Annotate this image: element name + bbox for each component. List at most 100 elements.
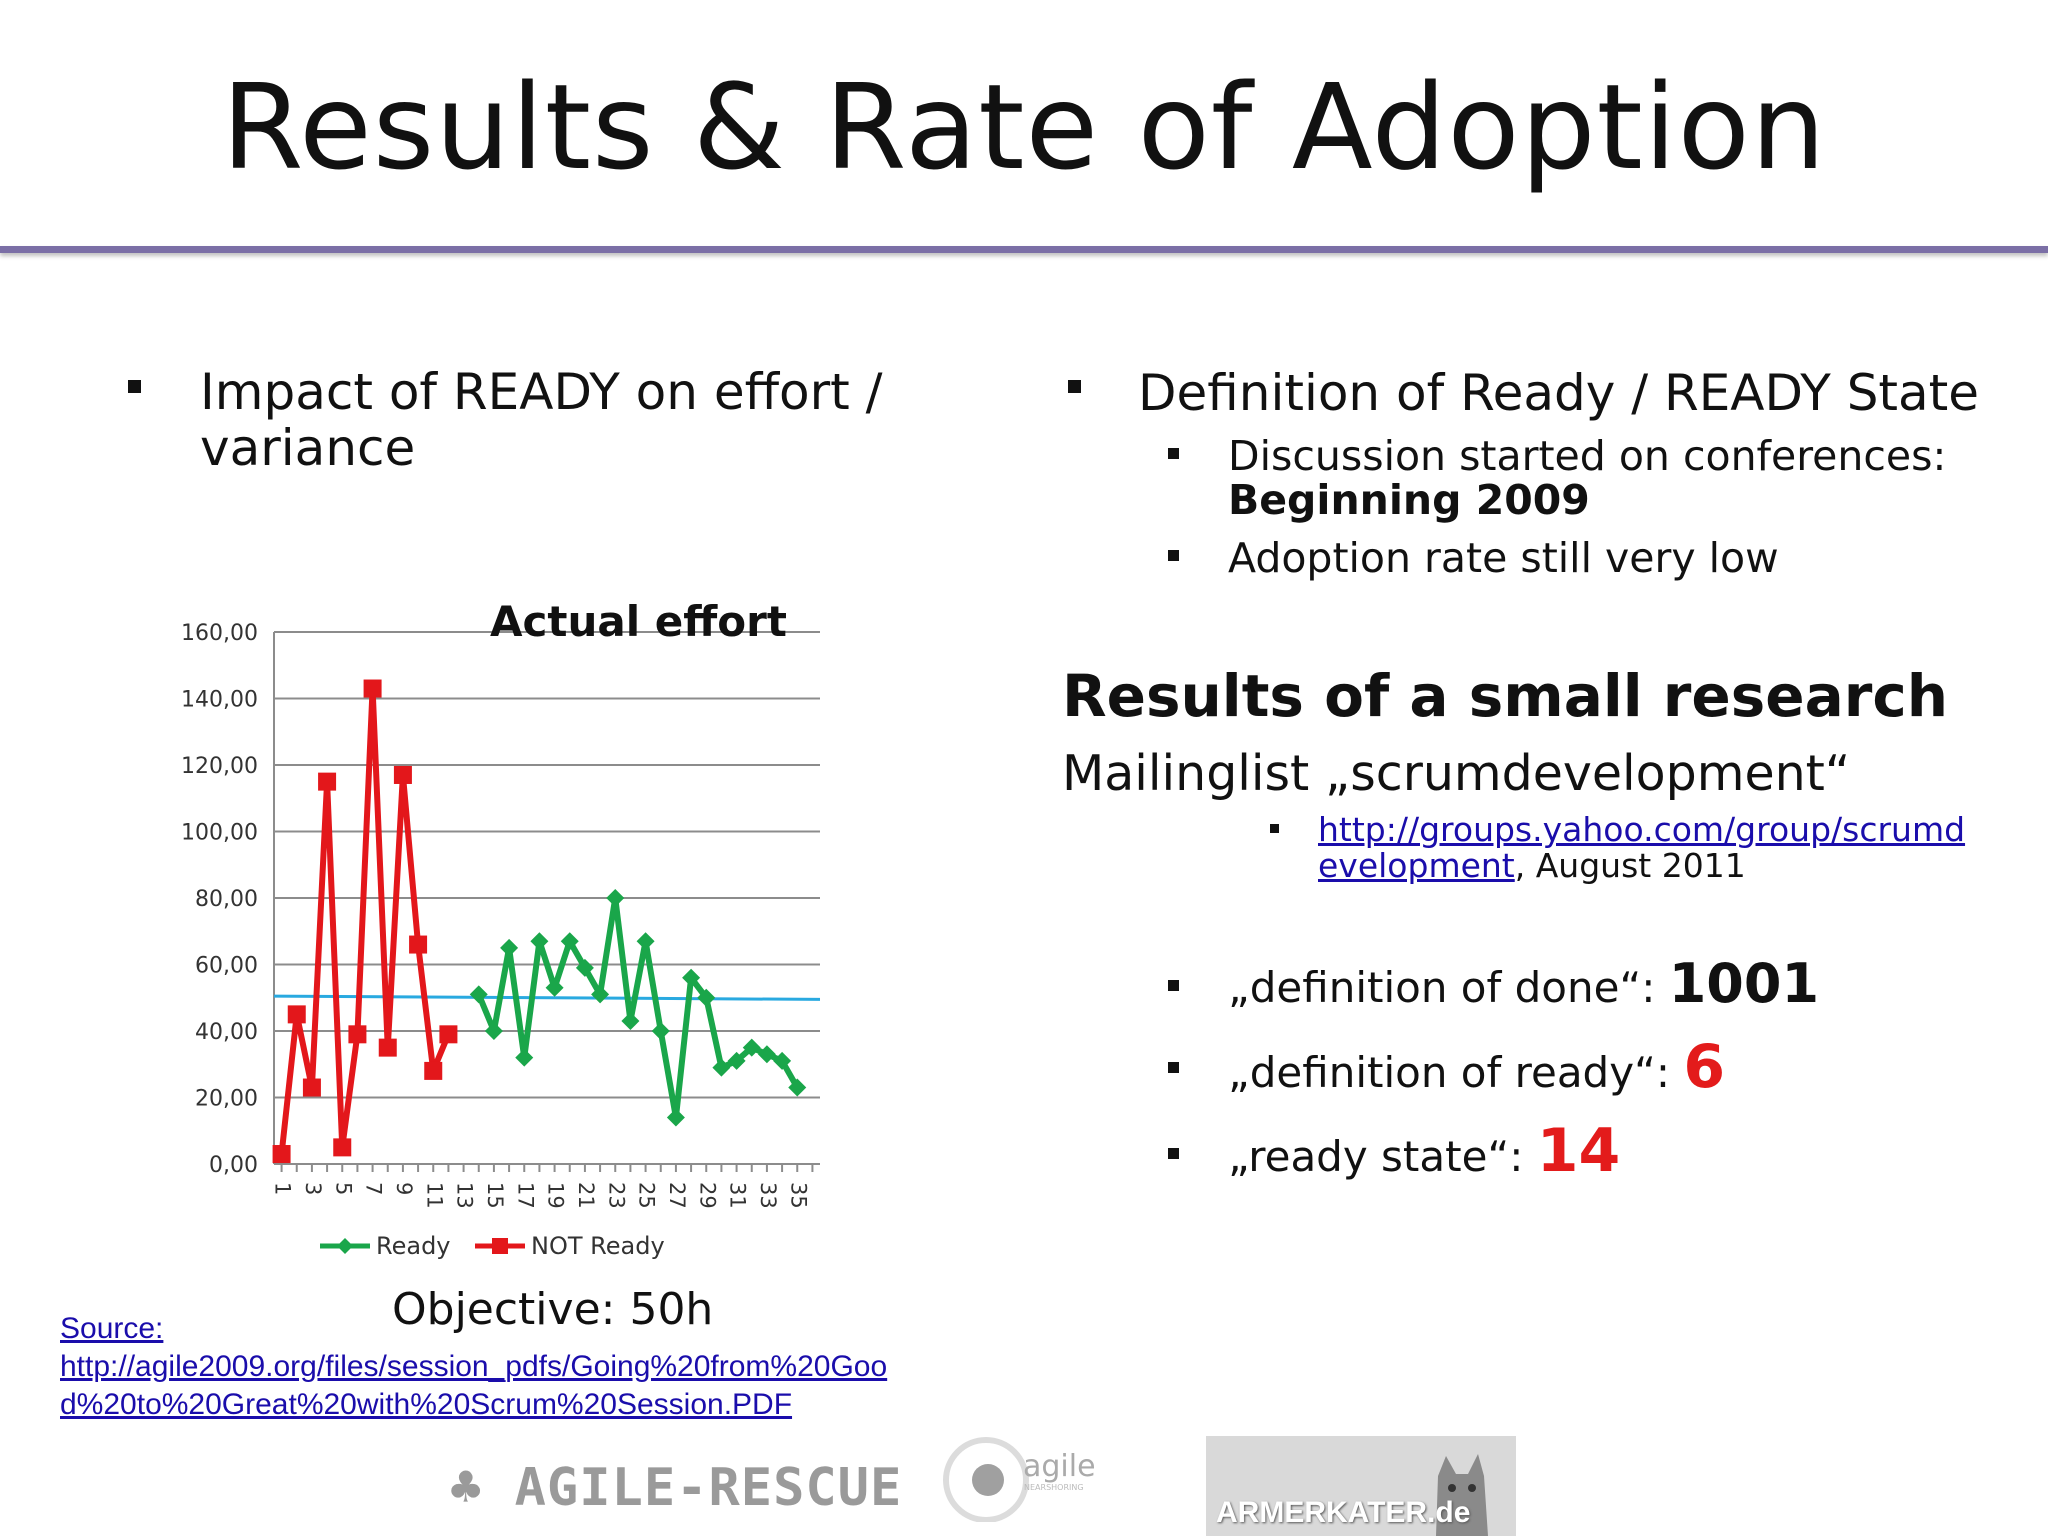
x-tick-label: 5 [331,1182,355,1195]
y-tick-label: 20,00 [195,1087,258,1112]
series-line [278,685,452,1155]
data-point [591,985,610,1004]
data-point [757,1045,776,1064]
research-subtitle: Mailinglist „scrumdevelopment“ [1062,745,1851,802]
x-tick-label: 33 [756,1182,780,1209]
x-tick-label: 21 [574,1182,598,1209]
source-url-line2[interactable]: d%20to%20Great%20with%20Scrum%20Session.… [60,1388,793,1421]
stat-label: „ready state“: [1228,1132,1537,1181]
data-point [666,1108,685,1127]
x-tick-label: 19 [544,1182,568,1209]
data-point [530,932,549,951]
legend-label: Ready [376,1232,451,1260]
source-url-line1[interactable]: http://agile2009.org/files/session_pdfs/… [60,1350,888,1383]
y-tick-label: 160,00 [181,621,258,646]
data-point [500,938,519,957]
armerkater-text: ARMERKATER.de [1216,1496,1471,1529]
data-point [560,932,579,951]
sub-bullet-beginning: Beginning 2009 [1228,476,1590,524]
x-tick-label: 31 [726,1182,750,1209]
data-point [363,679,382,698]
data-point [469,985,488,1004]
y-tick-label: 60,00 [195,954,258,979]
y-tick-label: 100,00 [181,821,258,846]
bullet-icon [1068,380,1081,393]
data-point [272,1145,291,1164]
x-tick-label: 25 [635,1182,659,1209]
mailinglist-link-line2-text[interactable]: evelopment [1318,846,1515,885]
bullet-icon [1168,980,1179,991]
agile-nearshoring-subtext: NEARSHORING [1024,1483,1084,1492]
actual-effort-chart: 0,00 20,00 40,00 60,00 80,00 100,00 120,00 140,… [181,597,821,1260]
bullet-icon [1168,448,1179,459]
bullet-icon [1168,550,1179,561]
x-tick-label: 17 [513,1182,537,1209]
bullet-icon [1168,1148,1179,1159]
x-tick-label: 35 [786,1182,810,1209]
x-tick-label: 11 [422,1182,446,1209]
title-divider [0,246,2048,253]
cat-icon [1436,1454,1488,1536]
legend-marker [337,1238,353,1254]
chart-title: Actual effort [490,597,787,646]
data-point [545,978,564,997]
bullet-icon [128,380,141,393]
left-heading-line2: variance [200,419,416,477]
agile-nearshoring-text: agile [1023,1449,1096,1484]
series-line [475,895,800,1121]
chart-grid [273,631,820,1165]
data-point [697,988,716,1007]
data-point [348,1025,367,1044]
sub-bullet-adoption: Adoption rate still very low [1228,534,1779,582]
data-point [712,1058,731,1077]
chart-legend: Ready NOT Ready [320,1232,665,1260]
left-heading: Impact of READY on effort / variance [200,364,883,476]
agile-rescue-logo: ♣ AGILE-RESCUE [450,1458,903,1518]
stat-definition-of-ready: „definition of ready“: 6 [1228,1032,1725,1102]
x-tick-label: 27 [665,1182,689,1209]
mailinglist-date: , August 2011 [1514,846,1746,885]
agile-nearshoring-logo: agile NEARSHORING [943,1437,1096,1522]
data-point [727,1051,746,1070]
bullet-icon [1270,824,1279,833]
data-point [515,1048,534,1067]
stat-label: „definition of ready“: [1228,1048,1684,1097]
stat-ready-state: „ready state“: 14 [1228,1116,1620,1186]
bullet-icon [1168,1062,1179,1073]
legend-marker [492,1238,508,1254]
stat-label: „definition of done“: [1228,963,1669,1012]
y-axis-ticks: 0,00 20,00 40,00 60,00 80,00 100,00 120,00 140,… [181,621,258,1178]
data-point [682,968,701,987]
objective-line [273,994,821,1001]
data-point [606,889,625,907]
chart-series [272,679,807,1164]
y-tick-label: 140,00 [181,688,258,713]
data-point [575,958,594,977]
research-title: Results of a small research [1062,662,1949,730]
data-point [393,765,412,784]
mailinglist-link-line2: evelopment, August 2011 [1318,846,1746,885]
data-point [409,935,428,954]
data-point [424,1061,443,1080]
data-point [333,1138,352,1157]
y-tick-label: 0,00 [209,1153,258,1178]
objective-label: Objective: 50h [392,1284,714,1335]
data-point [302,1078,321,1097]
data-point [378,1038,397,1057]
x-tick-label: 9 [392,1182,416,1195]
data-point [484,1022,503,1040]
mailinglist-link-line1[interactable]: http://groups.yahoo.com/group/scrumd [1318,810,1966,849]
stat-value: 14 [1536,1116,1621,1186]
legend-label: NOT Ready [531,1232,665,1260]
armerkater-logo: ARMERKATER.de [1206,1436,1516,1536]
objective-reference-line [273,994,821,1001]
data-point [439,1025,458,1044]
right-heading: Definition of Ready / READY State [1138,364,1980,422]
data-point [773,1051,792,1070]
x-tick-label: 29 [695,1182,719,1209]
y-tick-label: 80,00 [195,887,258,912]
data-point [621,1012,640,1031]
x-tick-label: 15 [483,1182,507,1209]
stat-definition-of-done: „definition of done“: 1001 [1228,952,1819,1015]
source-link[interactable]: Source: [60,1312,164,1345]
